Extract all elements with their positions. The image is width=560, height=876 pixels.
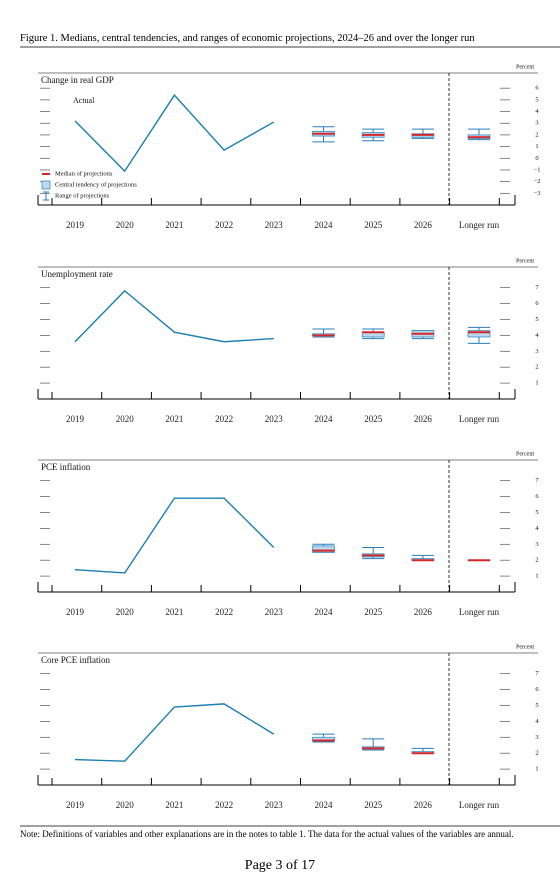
x-tick-label: 2026 xyxy=(413,607,432,617)
y-tick-label: −1 xyxy=(534,166,541,173)
actual-line xyxy=(74,497,275,574)
legend-box xyxy=(41,180,51,190)
x-tick-label: Longer run xyxy=(458,607,500,617)
x-tick-label: Longer run xyxy=(458,220,500,230)
x-tick-label: 2023 xyxy=(264,607,283,617)
actual-line xyxy=(74,703,275,762)
central-tendency xyxy=(312,545,335,553)
y-tick-label: 4 xyxy=(535,718,539,725)
y-tick-label: 7 xyxy=(535,284,539,291)
x-tick-label: 2019 xyxy=(66,220,84,230)
annotation: Actual xyxy=(73,96,95,105)
panel-title: Change in real GDP xyxy=(41,75,114,85)
x-tick-label: 2025 xyxy=(364,220,383,230)
y-tick-label: 6 xyxy=(535,85,539,92)
y-tick-label: 5 xyxy=(535,509,538,516)
y-tick-label: 7 xyxy=(535,477,539,484)
y-axis-label: Percent xyxy=(516,258,534,264)
x-tick-label: 2022 xyxy=(215,220,234,230)
page-number: Page 3 of 17 xyxy=(244,858,316,873)
legend-label: Central tendency of projections xyxy=(55,181,137,188)
x-tick-label: 2024 xyxy=(314,607,333,617)
panel-title: PCE inflation xyxy=(41,462,91,472)
y-tick-label: 5 xyxy=(535,316,538,323)
x-tick-label: 2019 xyxy=(66,607,84,617)
y-tick-label: 6 xyxy=(535,493,539,500)
y-tick-label: 6 xyxy=(535,300,539,307)
x-tick-label: 2020 xyxy=(115,414,134,424)
x-tick-label: 2024 xyxy=(314,414,333,424)
y-tick-label: 3 xyxy=(535,120,538,127)
x-tick-label: 2026 xyxy=(413,220,432,230)
y-tick-label: 7 xyxy=(535,670,539,677)
y-tick-label: 2 xyxy=(535,557,538,564)
y-axis-label: Percent xyxy=(516,644,534,650)
x-tick-label: 2021 xyxy=(165,607,184,617)
y-tick-label: 5 xyxy=(535,702,538,709)
y-tick-label: 2 xyxy=(535,364,538,371)
y-tick-label: 1 xyxy=(535,573,538,580)
legend-label: Range of projections xyxy=(55,192,110,199)
y-tick-label: 4 xyxy=(535,525,539,532)
y-tick-label: 4 xyxy=(535,332,539,339)
x-tick-label: 2023 xyxy=(264,800,283,810)
y-tick-label: 4 xyxy=(535,108,539,115)
panel-title: Unemployment rate xyxy=(41,269,113,279)
x-tick-label: 2020 xyxy=(115,800,134,810)
y-tick-label: −2 xyxy=(534,178,541,185)
x-tick-label: 2025 xyxy=(364,800,383,810)
y-tick-label: 3 xyxy=(535,541,538,548)
y-tick-label: 6 xyxy=(535,686,539,693)
x-tick-label: 2025 xyxy=(364,607,383,617)
x-tick-label: 2020 xyxy=(115,220,134,230)
y-tick-label: 3 xyxy=(535,348,538,355)
y-tick-label: 0 xyxy=(535,155,538,162)
x-tick-label: 2024 xyxy=(314,800,333,810)
y-tick-label: 1 xyxy=(535,766,538,773)
x-tick-label: 2023 xyxy=(264,414,283,424)
legend-label: Median of projections xyxy=(55,170,113,177)
x-tick-label: 2024 xyxy=(314,220,333,230)
y-tick-label: 1 xyxy=(535,380,538,387)
note: Note: Definitions of variables and other… xyxy=(20,829,514,839)
actual-line xyxy=(74,94,275,173)
x-tick-label: 2023 xyxy=(264,220,283,230)
x-tick-label: 2021 xyxy=(165,220,184,230)
x-tick-label: 2020 xyxy=(115,607,134,617)
x-tick-label: 2022 xyxy=(215,800,234,810)
x-tick-label: 2022 xyxy=(215,414,234,424)
actual-line xyxy=(74,289,274,343)
x-tick-label: 2026 xyxy=(413,414,432,424)
y-tick-label: 5 xyxy=(535,96,538,103)
x-tick-label: Longer run xyxy=(458,800,500,810)
x-tick-label: 2022 xyxy=(215,607,234,617)
x-tick-label: Longer run xyxy=(458,414,500,424)
x-tick-label: 2021 xyxy=(165,800,184,810)
y-tick-label: 2 xyxy=(535,750,538,757)
y-tick-label: 2 xyxy=(535,131,538,138)
y-axis-label: Percent xyxy=(516,64,534,70)
panel-title: Core PCE inflation xyxy=(41,655,110,665)
y-axis-label: Percent xyxy=(516,451,534,457)
central-tendency xyxy=(467,330,491,338)
legend-range xyxy=(43,191,49,201)
x-tick-label: 2025 xyxy=(364,414,383,424)
x-tick-label: 2019 xyxy=(66,800,84,810)
x-tick-label: 2021 xyxy=(165,414,184,424)
x-tick-label: 2026 xyxy=(413,800,432,810)
y-tick-label: −3 xyxy=(534,190,541,197)
y-tick-label: 3 xyxy=(535,734,538,741)
x-tick-label: 2019 xyxy=(66,414,84,424)
figure-title: Figure 1. Medians, central tendencies, a… xyxy=(20,33,475,44)
y-tick-label: 1 xyxy=(535,143,538,150)
